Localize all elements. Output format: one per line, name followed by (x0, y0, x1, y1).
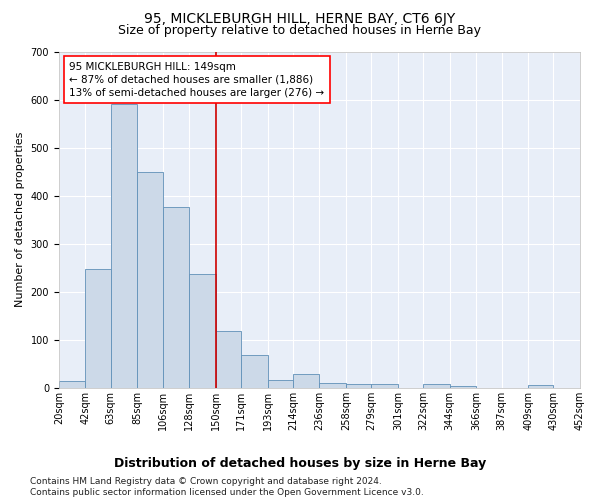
Text: 95, MICKLEBURGH HILL, HERNE BAY, CT6 6JY: 95, MICKLEBURGH HILL, HERNE BAY, CT6 6JY (145, 12, 455, 26)
Bar (293, 374, 319, 388)
Text: Contains HM Land Registry data © Crown copyright and database right 2024.: Contains HM Land Registry data © Crown c… (30, 477, 382, 486)
Bar (319, 382, 346, 388)
Text: Contains public sector information licensed under the Open Government Licence v3: Contains public sector information licen… (30, 488, 424, 497)
Text: 95 MICKLEBURGH HILL: 149sqm
← 87% of detached houses are smaller (1,886)
13% of : 95 MICKLEBURGH HILL: 149sqm ← 87% of det… (69, 62, 325, 98)
Bar (189, 274, 215, 388)
Bar (110, 104, 137, 388)
Bar (449, 386, 476, 388)
Bar (423, 384, 449, 388)
Bar (371, 384, 398, 388)
Bar (137, 172, 163, 388)
Bar (346, 384, 371, 388)
Text: Distribution of detached houses by size in Herne Bay: Distribution of detached houses by size … (114, 458, 486, 470)
Bar (241, 355, 268, 388)
Bar (528, 386, 553, 388)
Bar (268, 380, 293, 388)
Bar (59, 380, 85, 388)
Y-axis label: Number of detached properties: Number of detached properties (15, 132, 25, 308)
Bar (85, 268, 110, 388)
Text: Size of property relative to detached houses in Herne Bay: Size of property relative to detached ho… (119, 24, 482, 37)
Bar (215, 331, 241, 388)
Bar (163, 207, 189, 388)
